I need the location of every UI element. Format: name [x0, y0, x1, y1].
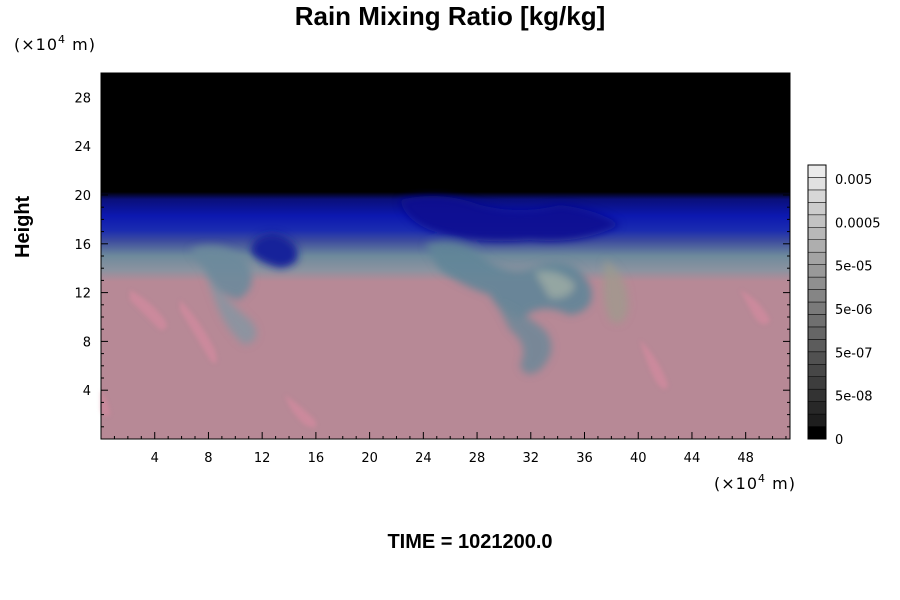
colorbar: 0.005 0.0005 5e-05 5e-06 5e-07 5e-08 0 [807, 164, 881, 448]
colorbar-band [807, 177, 827, 191]
y-tick-label: 16 [74, 238, 91, 253]
y-axis-unit: (×104 m) [14, 33, 96, 54]
x-tick-label: 24 [415, 451, 432, 466]
y-tick-label: 12 [74, 287, 91, 302]
colorbar-band [807, 401, 827, 415]
time-label: TIME = 1021200.0 [387, 531, 553, 553]
colorbar-tick-label: 5e-08 [835, 390, 873, 405]
colorbar-tick-label: 0 [835, 433, 843, 448]
x-tick-label: 36 [576, 451, 593, 466]
x-tick-label: 8 [204, 451, 212, 466]
colorbar-band [807, 388, 827, 402]
y-tick-label: 4 [83, 384, 91, 399]
x-tick-label: 32 [523, 451, 540, 466]
x-tick-label: 28 [469, 451, 486, 466]
colorbar-band [807, 376, 827, 390]
colorbar-band [807, 289, 827, 303]
x-axis-unit: (×104 m) [714, 472, 796, 493]
colorbar-tick-label: 5e-05 [835, 260, 873, 275]
colorbar-frame [807, 164, 827, 440]
x-tick-label: 12 [254, 451, 271, 466]
y-tick-label: 24 [74, 140, 91, 155]
colorbar-band [807, 426, 827, 440]
colorbar-band [807, 214, 827, 228]
chart-title: Rain Mixing Ratio [kg/kg] [294, 1, 606, 31]
colorbar-band [807, 164, 827, 178]
x-tick-label: 4 [151, 451, 159, 466]
y-tick-label: 20 [74, 189, 91, 204]
colorbar-band [807, 301, 827, 315]
colorbar-band [807, 227, 827, 240]
colorbar-band [807, 351, 827, 365]
colorbar-band [807, 202, 827, 216]
colorbar-band [807, 364, 827, 377]
colorbar-band [807, 264, 827, 278]
colorbar-tick-label: 5e-07 [835, 346, 873, 361]
colorbar-band [807, 326, 827, 340]
colorbar-band [807, 314, 827, 328]
x-tick-label: 16 [308, 451, 325, 466]
colorbar-band [807, 251, 827, 265]
y-axis: 4 8 12 16 20 24 28 [74, 84, 790, 428]
x-tick-label: 40 [630, 451, 647, 466]
colorbar-band [807, 239, 827, 253]
colorbar-tick-label: 0.005 [835, 173, 872, 188]
colorbar-band [807, 413, 827, 427]
colorbar-band [807, 276, 827, 290]
y-tick-label: 8 [83, 335, 91, 350]
x-tick-label: 48 [737, 451, 754, 466]
y-tick-label: 28 [74, 91, 91, 106]
colorbar-band [807, 189, 827, 203]
heatmap-field [101, 73, 790, 439]
x-tick-label: 44 [684, 451, 701, 466]
x-axis: 4 8 12 16 20 24 28 32 36 40 44 48 [113, 73, 787, 466]
colorbar-tick-label: 0.0005 [835, 216, 881, 231]
x-tick-label: 20 [361, 451, 378, 466]
colorbar-tick-label: 5e-06 [835, 303, 873, 318]
colorbar-band [807, 339, 827, 353]
